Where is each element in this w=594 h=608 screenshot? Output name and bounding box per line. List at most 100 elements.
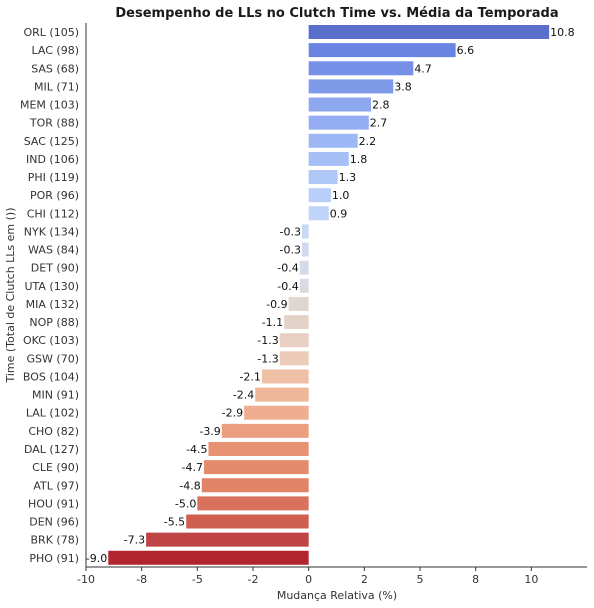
x-tick-label: -10 bbox=[77, 573, 95, 586]
chart-title: Desempenho de LLs no Clutch Time vs. Méd… bbox=[115, 6, 558, 21]
bar bbox=[146, 532, 309, 547]
y-tick-label: PHI (119) bbox=[28, 171, 79, 184]
bars bbox=[108, 25, 550, 565]
y-tick-label: PHO (91) bbox=[29, 552, 79, 565]
y-tick-label: BOS (104) bbox=[23, 370, 79, 383]
bar bbox=[299, 278, 309, 293]
bar bbox=[308, 79, 394, 94]
bar bbox=[308, 151, 349, 166]
y-tick-label: POR (96) bbox=[30, 189, 79, 202]
bar bbox=[308, 43, 456, 58]
y-tick-label: MIA (132) bbox=[26, 298, 79, 311]
y-tick-label: TOR (88) bbox=[29, 117, 79, 130]
y-tick-label: CHI (112) bbox=[27, 207, 79, 220]
bar bbox=[279, 351, 309, 366]
bar bbox=[244, 405, 309, 420]
data-label: 6.6 bbox=[457, 44, 475, 57]
bar bbox=[308, 97, 372, 112]
bar bbox=[204, 460, 309, 475]
x-axis-label: Mudança Relativa (%) bbox=[277, 589, 397, 602]
bar bbox=[301, 224, 309, 239]
bar bbox=[308, 206, 329, 221]
x-tick-label: -5 bbox=[192, 573, 203, 586]
bar bbox=[255, 387, 309, 402]
y-tick-label: SAS (68) bbox=[31, 62, 79, 75]
y-tick-label: MEM (103) bbox=[20, 99, 79, 112]
data-label: -0.9 bbox=[266, 298, 287, 311]
data-label: -2.1 bbox=[239, 370, 260, 383]
y-tick-label: DET (90) bbox=[31, 262, 79, 275]
bar bbox=[299, 260, 309, 275]
data-label: -9.0 bbox=[86, 552, 107, 565]
data-label: 3.8 bbox=[394, 80, 412, 93]
bar bbox=[308, 115, 369, 130]
data-label: -0.4 bbox=[277, 262, 298, 275]
y-tick-label: LAL (102) bbox=[26, 407, 79, 420]
data-label: -2.9 bbox=[222, 407, 243, 420]
bar bbox=[108, 550, 309, 565]
data-label: 0.9 bbox=[330, 207, 348, 220]
y-tick-label: DAL (127) bbox=[24, 443, 79, 456]
bar bbox=[301, 242, 309, 257]
data-label: -4.7 bbox=[182, 461, 203, 474]
bar bbox=[288, 296, 309, 311]
data-label: 1.3 bbox=[339, 171, 357, 184]
data-label: -0.3 bbox=[280, 244, 301, 257]
bar bbox=[308, 170, 338, 185]
x-tick-label: -8 bbox=[136, 573, 147, 586]
data-label: 1.8 bbox=[350, 153, 368, 166]
x-tick-labels: -10 -8 -5 -2 0 2 5 8 10 bbox=[77, 567, 538, 586]
bar bbox=[279, 333, 309, 348]
y-tick-label: SAC (125) bbox=[24, 135, 79, 148]
x-tick-label: 10 bbox=[524, 573, 538, 586]
data-label: -1.3 bbox=[257, 352, 278, 365]
data-label: -1.3 bbox=[257, 334, 278, 347]
y-tick-label: NYK (134) bbox=[24, 225, 79, 238]
y-tick-label: IND (106) bbox=[26, 153, 79, 166]
data-label: -1.1 bbox=[262, 316, 283, 329]
y-tick-label: OKC (103) bbox=[23, 334, 79, 347]
x-tick-label: 8 bbox=[472, 573, 479, 586]
x-tick-label: 0 bbox=[305, 573, 312, 586]
data-label: -4.8 bbox=[179, 479, 200, 492]
y-tick-label: WAS (84) bbox=[28, 244, 79, 257]
bar bbox=[261, 369, 309, 384]
x-tick-label: 2 bbox=[361, 573, 368, 586]
y-tick-label: GSW (70) bbox=[27, 352, 79, 365]
bar bbox=[308, 25, 550, 39]
bar bbox=[284, 315, 309, 330]
data-label: 2.7 bbox=[370, 117, 388, 130]
y-tick-label: DEN (96) bbox=[29, 516, 79, 529]
data-label: -5.0 bbox=[175, 497, 196, 510]
data-label: 10.8 bbox=[550, 26, 575, 39]
data-label: -5.5 bbox=[164, 516, 185, 529]
data-label: -7.3 bbox=[124, 534, 145, 547]
data-label: 1.0 bbox=[332, 189, 350, 202]
y-tick-label: HOU (91) bbox=[28, 497, 79, 510]
bar bbox=[308, 188, 331, 203]
y-tick-label: MIL (71) bbox=[34, 80, 79, 93]
y-tick-label: NOP (88) bbox=[29, 316, 79, 329]
data-label: 4.7 bbox=[414, 62, 432, 75]
bar bbox=[186, 514, 309, 529]
y-tick-label: ORL (105) bbox=[23, 26, 79, 39]
y-tick-labels: ORL (105) LAC (98) SAS (68) MIL (71) MEM (10… bbox=[20, 26, 79, 565]
data-label: -0.4 bbox=[277, 280, 298, 293]
y-tick-label: ATL (97) bbox=[33, 479, 79, 492]
bar bbox=[308, 133, 358, 148]
data-label: 2.2 bbox=[359, 135, 377, 148]
y-tick-label: MIN (91) bbox=[32, 389, 79, 402]
x-tick-label: -2 bbox=[248, 573, 259, 586]
data-label: -0.3 bbox=[280, 225, 301, 238]
y-tick-label: BRK (78) bbox=[31, 534, 79, 547]
data-label: -2.4 bbox=[233, 389, 254, 402]
y-tick-label: CHO (82) bbox=[28, 425, 79, 438]
data-label: -4.5 bbox=[186, 443, 207, 456]
bar bbox=[208, 441, 309, 456]
data-label: -3.9 bbox=[199, 425, 220, 438]
bar bbox=[201, 478, 309, 493]
x-tick-label: 5 bbox=[417, 573, 424, 586]
y-axis-label: Time (Total de Clutch LLs em ()) bbox=[4, 207, 17, 383]
bar bbox=[197, 496, 309, 511]
